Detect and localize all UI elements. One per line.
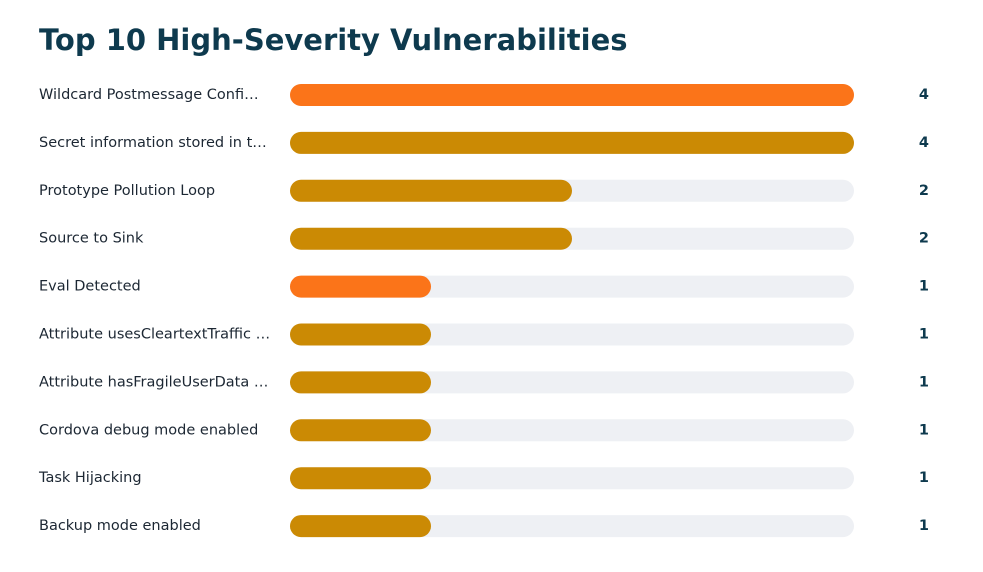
bar-label: Backup mode enabled <box>39 518 201 534</box>
value-label: 1 <box>919 327 929 343</box>
value-label: 2 <box>919 183 929 199</box>
bar-track <box>290 467 854 490</box>
bar-track <box>290 419 854 442</box>
bar-label: Secret information stored in t… <box>39 135 267 151</box>
bar-label: Task Hijacking <box>38 470 142 486</box>
bar <box>290 419 431 442</box>
value-label: 1 <box>919 279 929 295</box>
bar-label: Source to Sink <box>39 231 144 247</box>
bar-label: Eval Detected <box>39 279 141 295</box>
bar-track <box>290 371 854 394</box>
chart-title: Top 10 High-Severity Vulnerabilities <box>39 23 628 57</box>
bar-label: Cordova debug mode enabled <box>39 422 258 438</box>
value-label: 2 <box>919 231 929 247</box>
value-label: 4 <box>919 135 929 151</box>
bar <box>290 179 572 202</box>
bar-track <box>290 323 854 346</box>
bar <box>290 84 854 106</box>
bar-label: Wildcard Postmessage Confi… <box>39 87 259 103</box>
bar <box>290 227 572 250</box>
bar <box>290 515 431 538</box>
bar-track <box>290 515 854 538</box>
value-label: 1 <box>919 422 929 438</box>
bar <box>290 371 431 394</box>
bar <box>290 131 854 154</box>
bar <box>290 275 431 298</box>
bar <box>290 323 431 346</box>
value-label: 1 <box>919 374 929 390</box>
bar-label: Attribute hasFragileUserData … <box>39 374 268 390</box>
value-label: 1 <box>919 518 929 534</box>
bar-label: Prototype Pollution Loop <box>39 183 215 199</box>
bar-track <box>290 275 854 298</box>
value-label: 4 <box>919 87 929 103</box>
bar <box>290 467 431 490</box>
value-label: 1 <box>919 470 929 486</box>
bar-label: Attribute usesCleartextTraffic … <box>39 327 270 343</box>
